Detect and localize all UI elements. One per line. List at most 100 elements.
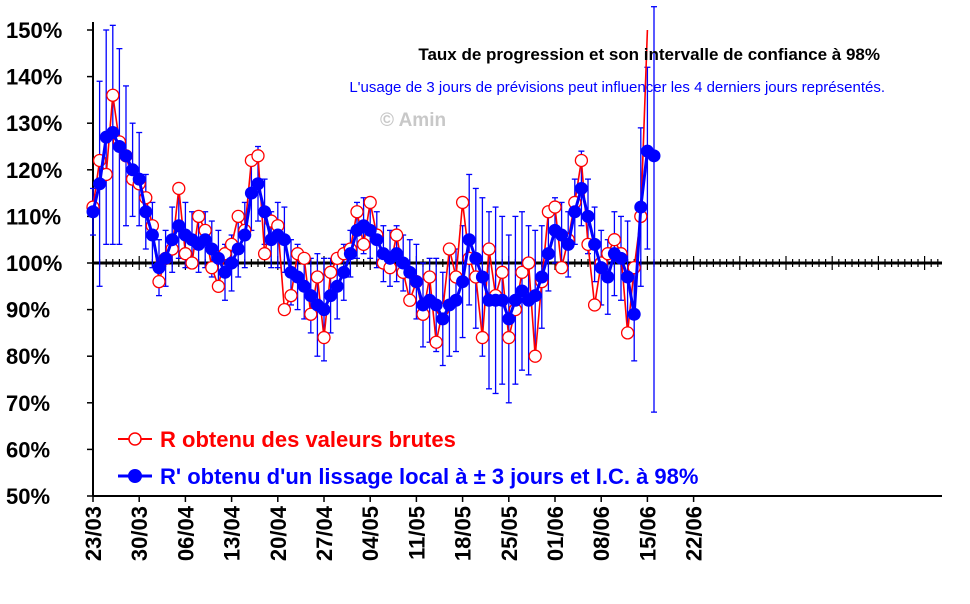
- raw-point: [304, 307, 318, 321]
- raw-point: [211, 279, 226, 293]
- x-tick-label: 13/04: [220, 505, 245, 561]
- smooth-point: [429, 298, 443, 312]
- raw-point: [284, 288, 298, 303]
- smooth-point: [112, 140, 126, 153]
- smooth-point: [205, 242, 219, 256]
- smooth-point: [132, 172, 146, 186]
- y-tick-label: 70%: [6, 391, 50, 416]
- smooth-point: [541, 247, 555, 261]
- smooth-point: [436, 312, 450, 326]
- smooth-point: [449, 293, 463, 307]
- smooth-point: [409, 275, 423, 289]
- x-tick-label: 15/06: [635, 506, 660, 561]
- raw-point: [277, 302, 292, 317]
- smooth-point: [528, 289, 542, 303]
- smooth-point: [627, 307, 641, 321]
- y-tick-label: 50%: [6, 484, 50, 509]
- y-tick-label: 100%: [6, 251, 62, 276]
- smooth-point: [588, 237, 602, 251]
- watermark: © Amin: [380, 110, 446, 131]
- raw-point: [363, 195, 377, 210]
- smooth-point: [152, 261, 166, 275]
- y-tick-label: 110%: [6, 204, 61, 229]
- legend-marker-raw: [118, 432, 152, 446]
- smooth-point: [337, 265, 351, 279]
- smooth-point: [343, 247, 357, 261]
- legend-label-raw: R obtenu des valeurs brutes: [160, 427, 456, 452]
- y-tick-label: 80%: [6, 344, 50, 369]
- raw-point: [554, 261, 569, 275]
- x-axis: 23/03 30/03 06/04 13/04 20/04 27/04 04/05 11/05…: [81, 496, 707, 561]
- x-tick-label: 30/03: [127, 506, 152, 561]
- smooth-point: [324, 289, 338, 303]
- raw-point: [422, 270, 437, 284]
- smooth-point: [495, 293, 509, 307]
- smooth-point: [159, 251, 173, 265]
- raw-point: [205, 261, 219, 275]
- raw-point: [521, 256, 536, 270]
- smooth-point: [238, 228, 252, 242]
- smooth-point: [126, 163, 140, 177]
- series-smoothed: [86, 126, 661, 326]
- raw-point: [172, 181, 186, 196]
- smooth-point: [172, 219, 186, 233]
- smooth-point: [106, 126, 120, 140]
- raw-point: [323, 265, 338, 279]
- raw-point: [389, 228, 404, 242]
- smooth-point: [647, 149, 661, 163]
- y-axis: 150% 140% 130% 120% 110% 100% 90% 80% 70% 60% 50%: [6, 18, 93, 509]
- smooth-point: [561, 237, 575, 251]
- smooth-point: [139, 205, 153, 219]
- x-tick-label: 22/06: [682, 506, 707, 561]
- raw-point: [574, 153, 589, 168]
- raw-point: [350, 205, 364, 219]
- smooth-point: [462, 233, 476, 247]
- smooth-point: [601, 270, 615, 284]
- smooth-point: [211, 251, 225, 265]
- legend: R obtenu des valeurs brutes R' obtenu d'…: [118, 427, 698, 489]
- x-tick-label: 01/06: [543, 506, 568, 561]
- smooth-point: [231, 242, 245, 256]
- chart-title: Taux de progression et son intervalle de…: [418, 45, 880, 64]
- raw-point: [502, 330, 516, 345]
- raw-point: [403, 293, 417, 307]
- smooth-point: [475, 270, 489, 284]
- smooth-point: [297, 279, 311, 293]
- smooth-point: [225, 256, 239, 270]
- raw-point: [515, 265, 529, 279]
- raw-point: [455, 195, 470, 210]
- raw-point: [310, 270, 325, 284]
- smooth-point: [258, 205, 272, 219]
- raw-point: [475, 330, 490, 345]
- raw-point: [152, 274, 166, 289]
- raw-point: [251, 149, 265, 163]
- smooth-point: [502, 312, 516, 326]
- raw-point: [587, 298, 602, 312]
- y-tick-label: 60%: [6, 437, 50, 462]
- smooth-point: [145, 228, 159, 242]
- raw-point: [548, 200, 562, 214]
- smooth-point: [317, 303, 331, 317]
- raw-point: [482, 242, 496, 256]
- raw-point: [231, 209, 245, 224]
- smooth-point: [330, 279, 344, 293]
- raw-point: [317, 330, 331, 345]
- raw-point: [528, 349, 542, 363]
- legend-marker-smooth: [118, 469, 152, 483]
- smooth-point: [277, 233, 291, 247]
- smooth-point: [456, 275, 470, 289]
- smooth-point: [390, 247, 404, 261]
- x-tick-label: 18/05: [451, 506, 476, 561]
- raw-point: [495, 265, 509, 279]
- smooth-point: [515, 284, 529, 298]
- y-tick-label: 130%: [6, 111, 62, 136]
- smooth-point: [555, 228, 569, 242]
- x-tick-label: 23/03: [81, 506, 106, 561]
- raw-point: [620, 326, 635, 340]
- chart-subtitle: L'usage de 3 jours de prévisions peut in…: [349, 79, 885, 96]
- smooth-point: [218, 265, 232, 279]
- smooth-point: [508, 293, 522, 307]
- smooth-point: [291, 270, 305, 284]
- smooth-point: [119, 149, 133, 163]
